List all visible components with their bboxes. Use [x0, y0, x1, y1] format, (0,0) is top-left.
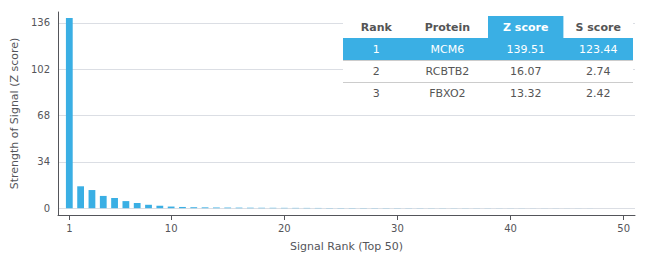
svg-text:136: 136	[31, 17, 50, 28]
svg-text:Signal Rank (Top 50): Signal Rank (Top 50)	[290, 240, 403, 253]
svg-text:2.42: 2.42	[586, 87, 611, 100]
svg-text:34: 34	[37, 156, 50, 167]
svg-text:Strength of Signal (Z score): Strength of Signal (Z score)	[8, 38, 21, 190]
svg-text:FBXO2: FBXO2	[429, 87, 465, 100]
svg-text:50: 50	[617, 223, 630, 234]
svg-text:30: 30	[391, 223, 404, 234]
svg-text:1: 1	[66, 223, 72, 234]
svg-text:Protein: Protein	[425, 21, 470, 34]
svg-text:40: 40	[504, 223, 517, 234]
svg-text:13.32: 13.32	[510, 87, 542, 100]
svg-text:RCBTB2: RCBTB2	[426, 65, 470, 78]
svg-text:102: 102	[31, 64, 50, 75]
svg-text:S score: S score	[576, 21, 621, 34]
svg-text:1: 1	[373, 43, 380, 56]
svg-text:Z score: Z score	[503, 21, 548, 34]
svg-text:10: 10	[165, 223, 178, 234]
svg-text:16.07: 16.07	[510, 65, 542, 78]
svg-text:123.44: 123.44	[579, 43, 618, 56]
svg-text:Rank: Rank	[361, 21, 393, 34]
svg-text:139.51: 139.51	[506, 43, 545, 56]
svg-text:20: 20	[278, 223, 291, 234]
svg-text:MCM6: MCM6	[431, 43, 465, 56]
svg-text:2: 2	[373, 65, 380, 78]
svg-text:2.74: 2.74	[586, 65, 611, 78]
svg-text:3: 3	[373, 87, 380, 100]
svg-text:68: 68	[37, 110, 50, 121]
svg-text:0: 0	[44, 203, 50, 214]
